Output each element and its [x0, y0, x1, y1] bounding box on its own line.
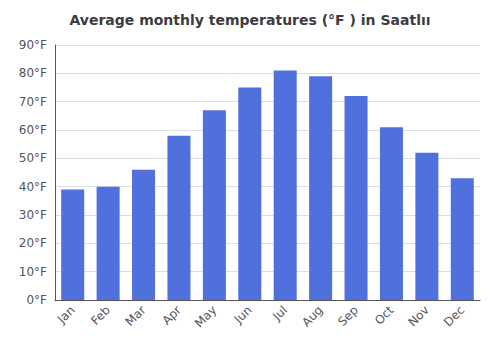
svg-text:70°F: 70°F [19, 95, 47, 109]
svg-text:Sep: Sep [335, 303, 361, 329]
svg-text:Jan: Jan [54, 303, 78, 327]
svg-text:Dec: Dec [441, 303, 467, 329]
svg-text:50°F: 50°F [19, 151, 47, 165]
svg-text:Nov: Nov [405, 303, 431, 329]
svg-text:May: May [192, 303, 219, 330]
svg-text:10°F: 10°F [19, 265, 47, 279]
svg-text:Feb: Feb [88, 303, 113, 328]
svg-text:Apr: Apr [159, 303, 184, 328]
svg-text:0°F: 0°F [26, 293, 47, 307]
svg-text:Jun: Jun [231, 303, 255, 327]
svg-text:Jul: Jul [269, 303, 290, 324]
svg-text:Mar: Mar [123, 303, 149, 329]
svg-text:30°F: 30°F [19, 208, 47, 222]
svg-text:20°F: 20°F [19, 236, 47, 250]
svg-text:60°F: 60°F [19, 123, 47, 137]
svg-text:Average monthly temperatures (: Average monthly temperatures (°F ) in Sa… [69, 12, 430, 28]
svg-text:90°F: 90°F [19, 38, 47, 52]
svg-text:40°F: 40°F [19, 180, 47, 194]
svg-text:Oct: Oct [372, 303, 397, 328]
svg-text:Aug: Aug [299, 303, 325, 329]
svg-text:80°F: 80°F [19, 66, 47, 80]
